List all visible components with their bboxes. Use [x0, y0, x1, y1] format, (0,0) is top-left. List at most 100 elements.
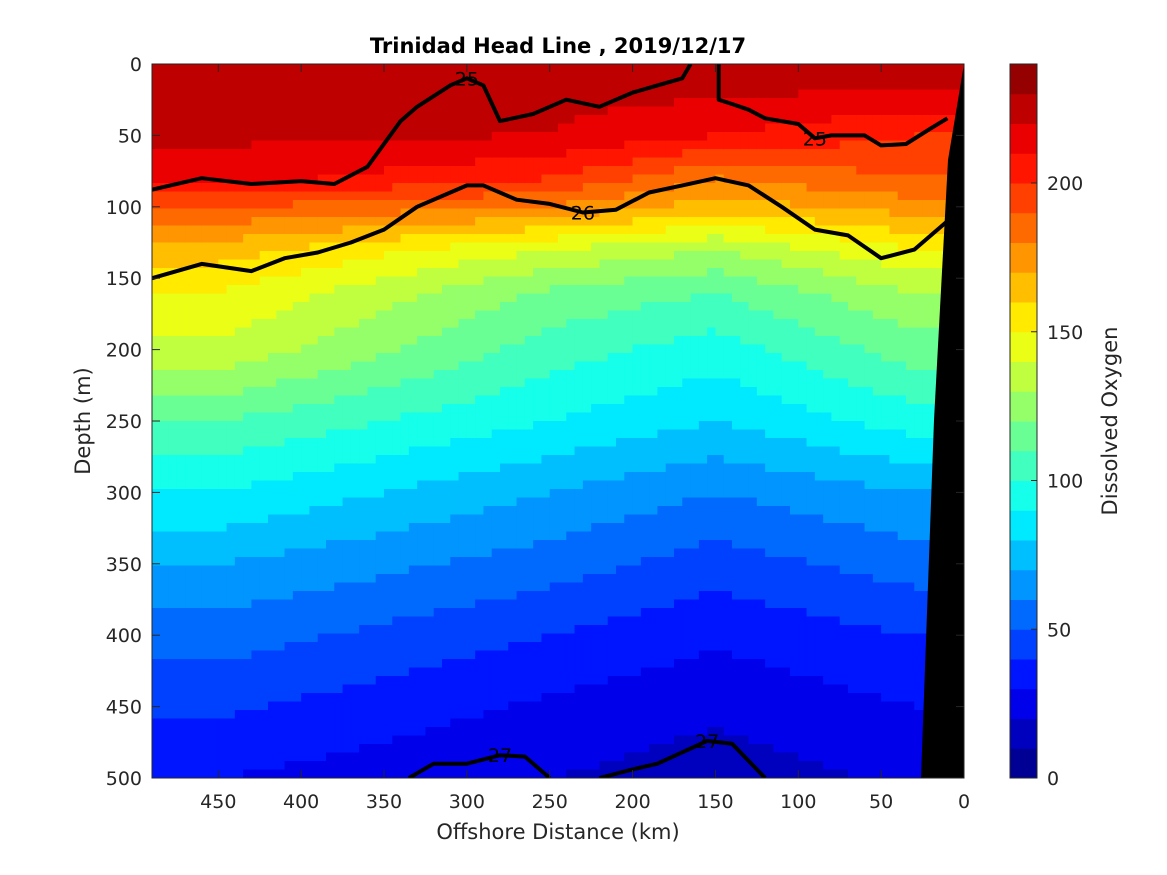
oxygen-cell: [292, 378, 302, 388]
oxygen-cell: [326, 667, 335, 677]
oxygen-cell: [375, 744, 385, 754]
oxygen-cell: [524, 378, 534, 388]
oxygen-cell: [574, 599, 584, 609]
oxygen-cell: [350, 174, 360, 184]
oxygen-cell: [309, 506, 319, 516]
oxygen-cell: [284, 353, 294, 363]
oxygen-cell: [367, 625, 377, 635]
oxygen-cell: [508, 506, 518, 516]
oxygen-cell: [160, 438, 170, 448]
oxygen-cell: [491, 132, 501, 142]
oxygen-cell: [176, 421, 186, 431]
oxygen-cell: [616, 429, 625, 439]
oxygen-cell: [152, 234, 161, 244]
oxygen-cell: [160, 64, 170, 74]
oxygen-cell: [549, 684, 559, 694]
oxygen-cell: [193, 540, 203, 550]
oxygen-cell: [384, 157, 393, 167]
oxygen-cell: [599, 378, 609, 388]
oxygen-cell: [566, 259, 576, 269]
oxygen-cell: [276, 344, 286, 354]
oxygen-cell: [533, 72, 543, 82]
oxygen-cell: [408, 353, 418, 363]
oxygen-cell: [334, 523, 344, 533]
oxygen-cell: [582, 446, 592, 456]
oxygen-cell: [558, 251, 567, 261]
oxygen-cell: [607, 438, 617, 448]
oxygen-cell: [193, 659, 203, 669]
oxygen-cell: [226, 565, 236, 575]
oxygen-cell: [599, 523, 609, 533]
oxygen-cell: [442, 421, 451, 431]
oxygen-cell: [342, 72, 352, 82]
oxygen-cell: [284, 387, 294, 397]
oxygen-cell: [524, 523, 534, 533]
oxygen-cell: [234, 582, 244, 592]
oxygen-cell: [176, 310, 186, 320]
oxygen-cell: [210, 268, 219, 278]
oxygen-cell: [317, 242, 327, 252]
oxygen-cell: [591, 327, 601, 337]
oxygen-cell: [640, 336, 650, 346]
oxygen-cell: [259, 531, 269, 541]
oxygen-cell: [475, 140, 485, 150]
oxygen-cell: [508, 616, 518, 626]
oxygen-cell: [500, 344, 509, 354]
oxygen-cell: [342, 149, 352, 159]
oxygen-cell: [259, 616, 269, 626]
oxygen-cell: [201, 217, 211, 227]
oxygen-cell: [574, 132, 584, 142]
oxygen-cell: [375, 616, 385, 626]
oxygen-cell: [185, 489, 195, 499]
oxygen-cell: [359, 387, 369, 397]
oxygen-cell: [284, 633, 294, 643]
oxygen-cell: [408, 115, 418, 125]
oxygen-cell: [160, 72, 170, 82]
oxygen-cell: [582, 591, 592, 601]
oxygen-cell: [549, 463, 559, 473]
oxygen-cell: [624, 489, 634, 499]
oxygen-cell: [226, 115, 236, 125]
oxygen-cell: [400, 710, 410, 720]
oxygen-cell: [268, 769, 277, 778]
oxygen-cell: [384, 421, 393, 431]
oxygen-cell: [317, 642, 327, 652]
oxygen-cell: [375, 446, 385, 456]
oxygen-cell: [218, 225, 228, 235]
oxygen-cell: [317, 489, 327, 499]
oxygen-cell: [491, 310, 501, 320]
oxygen-cell: [350, 344, 360, 354]
oxygen-cell: [450, 276, 460, 286]
oxygen-cell: [607, 115, 617, 125]
oxygen-cell: [284, 557, 294, 567]
oxygen-cell: [226, 268, 236, 278]
oxygen-cell: [417, 548, 427, 558]
oxygen-cell: [566, 225, 576, 235]
oxygen-cell: [359, 242, 369, 252]
oxygen-cell: [342, 582, 352, 592]
oxygen-cell: [309, 302, 319, 312]
oxygen-cell: [491, 667, 501, 677]
oxygen-cell: [185, 710, 195, 720]
oxygen-cell: [400, 234, 410, 244]
oxygen-cell: [624, 327, 634, 337]
oxygen-cell: [475, 412, 485, 422]
oxygen-cell: [442, 285, 451, 295]
oxygen-cell: [541, 693, 551, 703]
oxygen-cell: [640, 310, 650, 320]
oxygen-cell: [342, 446, 352, 456]
oxygen-cell: [433, 327, 443, 337]
oxygen-cell: [309, 718, 319, 728]
oxygen-cell: [632, 429, 642, 439]
oxygen-cell: [558, 752, 567, 762]
oxygen-cell: [400, 727, 410, 737]
oxygen-cell: [210, 106, 219, 116]
oxygen-cell: [301, 81, 311, 91]
oxygen-cell: [234, 667, 244, 677]
oxygen-cell: [326, 217, 335, 227]
oxygen-cell: [168, 506, 178, 516]
oxygen-cell: [425, 693, 435, 703]
oxygen-cell: [475, 64, 485, 74]
oxygen-cell: [350, 251, 360, 261]
oxygen-cell: [218, 157, 228, 167]
